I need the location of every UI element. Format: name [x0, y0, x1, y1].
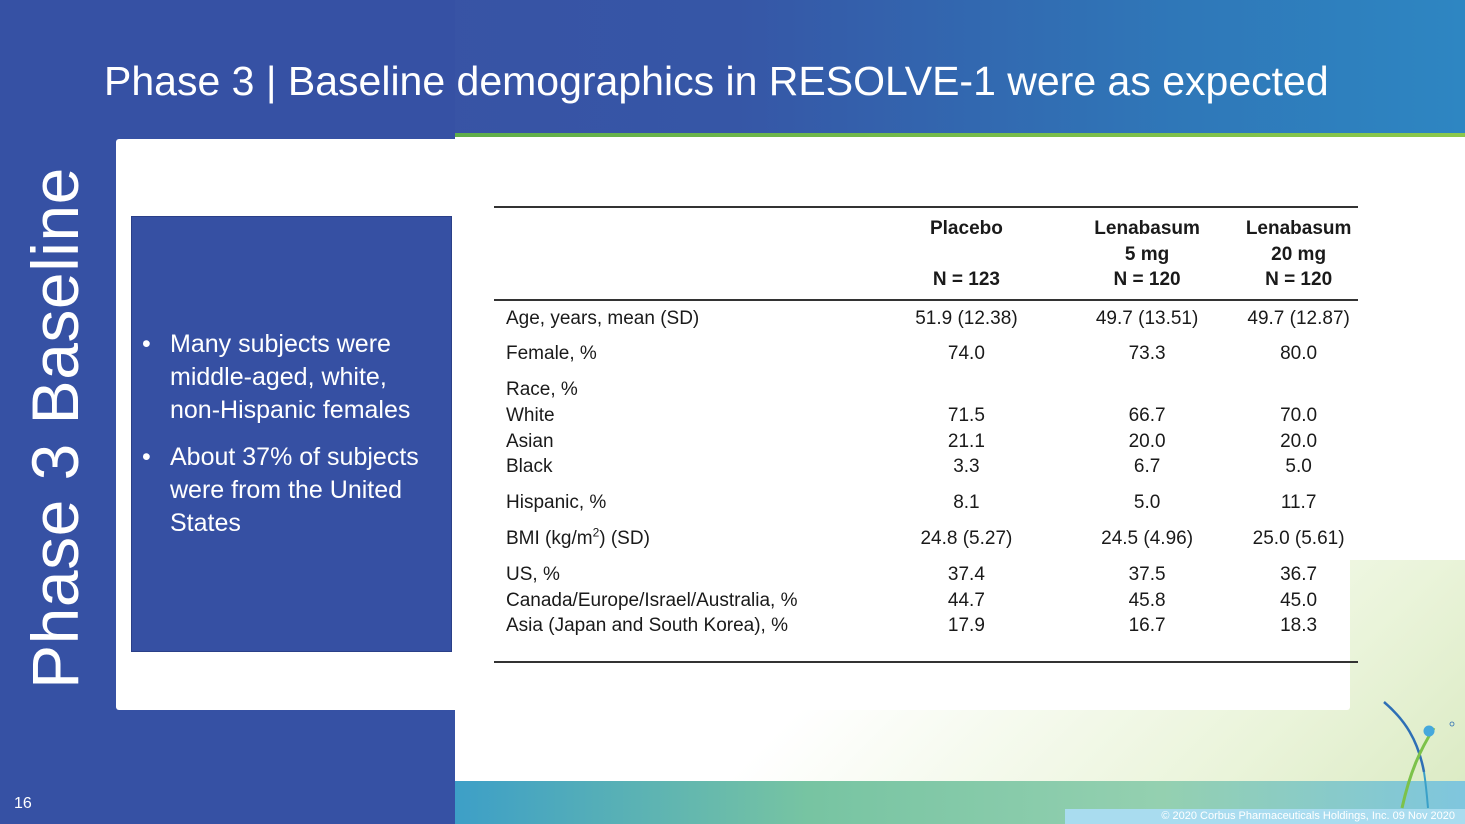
cell-value: 37.5	[1128, 563, 1166, 585]
corbus-logo-icon	[1383, 701, 1455, 809]
cell-value: 8.1	[953, 492, 980, 514]
row-label: Asia (Japan and South Korea), %	[506, 615, 789, 637]
table-row-hispanic: Hispanic, % 8.1 5.0 11.7	[494, 480, 1358, 516]
header-line: 5 mg	[1124, 243, 1170, 265]
row-label: Black	[506, 456, 553, 478]
page-number: 16	[14, 795, 32, 812]
bmi-superscript: 2	[592, 525, 600, 540]
cell-value: 71.5	[947, 404, 985, 426]
header-line	[878, 242, 1055, 268]
cell-value: 74.0	[947, 343, 985, 365]
cell-value: 5.0	[1133, 492, 1161, 514]
cell-value: 66.7	[1128, 404, 1166, 426]
cell-value: 45.8	[1128, 589, 1166, 611]
cell-value: 20.0	[1128, 430, 1166, 452]
table-row-asia: Asia (Japan and South Korea), % 17.9 16.…	[494, 613, 1358, 662]
cell-empty	[878, 367, 1055, 403]
cell-empty	[1239, 367, 1358, 403]
cell-value: 37.4	[947, 563, 985, 585]
bullet-item: • Many subjects were middle-aged, white,…	[142, 328, 441, 427]
bullet-text: Many subjects were middle-aged, white, n…	[170, 330, 411, 424]
bmi-label-suffix: ) (SD)	[599, 528, 650, 550]
demographics-table-container: Placebo N = 123 Lenabasum 5 mg N = 120 L…	[494, 206, 1358, 664]
header-line: N = 123	[932, 269, 1000, 290]
cell-value: 73.3	[1128, 343, 1166, 365]
table-row-canada-europe: Canada/Europe/Israel/Australia, % 44.7 4…	[494, 588, 1358, 614]
row-label: White	[506, 404, 555, 426]
header-lenabasum-20mg: Lenabasum 20 mg N = 120	[1239, 207, 1358, 301]
cell-value: 80.0	[1280, 343, 1318, 365]
cell-value: 6.7	[1133, 456, 1161, 478]
row-label: Hispanic, %	[506, 492, 607, 514]
cell-value: 16.7	[1128, 615, 1166, 637]
header-placebo: Placebo N = 123	[877, 207, 1055, 301]
header-accent-line	[455, 133, 1465, 137]
row-label: US, %	[506, 563, 560, 585]
row-label: Age, years, mean (SD)	[506, 307, 700, 329]
cell-value: 25.0 (5.61)	[1252, 528, 1345, 550]
header-line: Lenabasum	[1245, 218, 1352, 239]
slide-title: Phase 3 | Baseline demographics in RESOL…	[104, 58, 1329, 104]
table-row-bmi: BMI (kg/m2) (SD) 24.8 (5.27) 24.5 (4.96)…	[494, 516, 1358, 552]
cell-value: 21.1	[947, 430, 985, 452]
demographics-table: Placebo N = 123 Lenabasum 5 mg N = 120 L…	[494, 206, 1358, 664]
cell-value: 3.3	[953, 456, 980, 478]
cell-value: 49.7 (13.51)	[1095, 307, 1199, 329]
row-label: Race, %	[506, 379, 578, 401]
table-row-race-heading: Race, %	[494, 367, 1358, 403]
cell-value: 24.8 (5.27)	[920, 528, 1013, 550]
row-label: Asian	[506, 430, 554, 452]
cell-value: 17.9	[947, 615, 985, 637]
header-line: N = 120	[1113, 269, 1181, 290]
cell-value: 70.0	[1280, 404, 1318, 426]
bmi-label: BMI (kg/m	[506, 528, 593, 550]
header-label-column	[494, 207, 878, 301]
cell-value: 24.5 (4.96)	[1101, 528, 1194, 550]
table-row-black: Black 3.3 6.7 5.0	[494, 454, 1358, 480]
bullet-list: • Many subjects were middle-aged, white,…	[132, 328, 451, 540]
cell-value: 11.7	[1280, 492, 1317, 514]
cell-value: 20.0	[1280, 430, 1318, 452]
side-title: Phase 3 Baseline	[18, 167, 92, 689]
cell-value: 44.7	[947, 589, 985, 611]
bullet-icon: •	[142, 443, 151, 471]
cell-value: 18.3	[1280, 615, 1318, 637]
table-header-row: Placebo N = 123 Lenabasum 5 mg N = 120 L…	[494, 207, 1358, 301]
cell-value: 36.7	[1280, 563, 1318, 585]
bullet-text: About 37% of subjects were from the Unit…	[170, 443, 419, 537]
cell-empty	[1055, 367, 1239, 403]
header-line: Placebo	[929, 218, 1003, 239]
table-row-us: US, % 37.4 37.5 36.7	[494, 552, 1358, 588]
header-line: 20 mg	[1271, 243, 1327, 265]
table-row-age: Age, years, mean (SD) 51.9 (12.38) 49.7 …	[494, 300, 1358, 332]
row-label: BMI (kg/m2) (SD)	[494, 516, 878, 552]
cell-value: 49.7 (12.87)	[1247, 307, 1350, 329]
copyright-bar	[1065, 809, 1465, 824]
row-label: Canada/Europe/Israel/Australia, %	[506, 589, 798, 611]
bullet-item: • About 37% of subjects were from the Un…	[142, 441, 441, 540]
copyright-text: © 2020 Corbus Pharmaceuticals Holdings, …	[1161, 810, 1455, 822]
table-row-white: White 71.5 66.7 70.0	[494, 403, 1358, 429]
table-row-asian: Asian 21.1 20.0 20.0	[494, 429, 1358, 455]
header-line: N = 120	[1265, 269, 1333, 290]
header-lenabasum-5mg: Lenabasum 5 mg N = 120	[1054, 207, 1240, 301]
row-label: Female, %	[506, 343, 597, 365]
cell-value: 51.9 (12.38)	[915, 307, 1018, 329]
cell-value: 5.0	[1285, 456, 1312, 478]
key-points-box: • Many subjects were middle-aged, white,…	[131, 216, 452, 652]
table-row-female: Female, % 74.0 73.3 80.0	[494, 331, 1358, 367]
bullet-icon: •	[142, 330, 151, 358]
cell-value: 45.0	[1280, 589, 1318, 611]
header-line: Lenabasum	[1094, 218, 1200, 239]
